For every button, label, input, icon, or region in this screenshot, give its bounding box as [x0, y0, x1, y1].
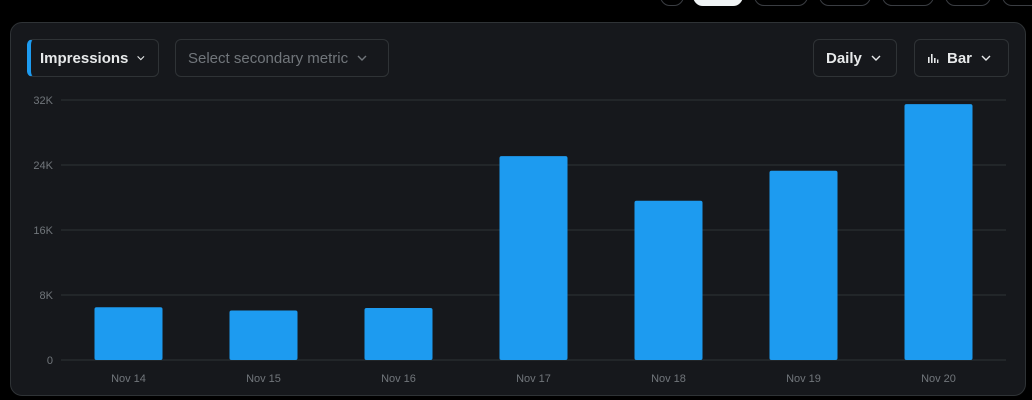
primary-metric-dropdown[interactable]: Impressions	[27, 39, 159, 77]
chevron-down-icon	[871, 55, 881, 61]
x-tick-label: Nov 19	[786, 373, 821, 385]
range-tab[interactable]	[1002, 0, 1032, 6]
y-tick-label: 24K	[33, 160, 53, 172]
chart-panel: Impressions Select secondary metric Dail…	[10, 22, 1026, 396]
bar	[769, 170, 838, 360]
x-tick-label: Nov 15	[246, 373, 281, 385]
bar-chart-icon	[928, 54, 939, 63]
y-tick-label: 32K	[33, 95, 53, 107]
secondary-metric-placeholder: Select secondary metric	[188, 49, 349, 67]
bar	[904, 104, 973, 360]
x-tick-label: Nov 14	[111, 373, 146, 385]
chart-type-label: Bar	[947, 49, 973, 67]
secondary-metric-dropdown[interactable]: Select secondary metric	[175, 39, 389, 77]
chevron-down-icon	[357, 55, 367, 61]
period-label: Daily	[826, 49, 862, 67]
x-tick-label: Nov 20	[921, 373, 956, 385]
bar-chart: 0 8K 16K 24K 32K Nov 14 Nov 15 Nov 16 Nov 17 Nov …	[33, 95, 1006, 385]
chart-type-dropdown[interactable]: Bar	[914, 39, 1009, 77]
bar	[634, 200, 703, 360]
chevron-down-icon	[137, 55, 145, 61]
x-tick-label: Nov 18	[651, 373, 686, 385]
range-tab[interactable]	[660, 0, 684, 6]
range-tab[interactable]	[819, 0, 871, 6]
range-tab[interactable]	[882, 0, 934, 6]
x-tick-label: Nov 16	[381, 373, 416, 385]
range-tab[interactable]	[945, 0, 991, 6]
chevron-down-icon	[981, 55, 991, 61]
bar	[364, 308, 433, 360]
bar	[94, 307, 163, 360]
period-dropdown[interactable]: Daily	[813, 39, 897, 77]
y-tick-label: 8K	[40, 290, 54, 302]
x-tick-label: Nov 17	[516, 373, 551, 385]
bar	[499, 156, 568, 360]
bar	[229, 310, 298, 360]
y-tick-label: 0	[47, 355, 53, 367]
primary-metric-label: Impressions	[40, 49, 129, 67]
top-tab-strip	[0, 0, 1032, 6]
range-tab[interactable]	[754, 0, 808, 6]
y-tick-label: 16K	[33, 225, 53, 237]
range-tab-active[interactable]	[693, 0, 743, 6]
